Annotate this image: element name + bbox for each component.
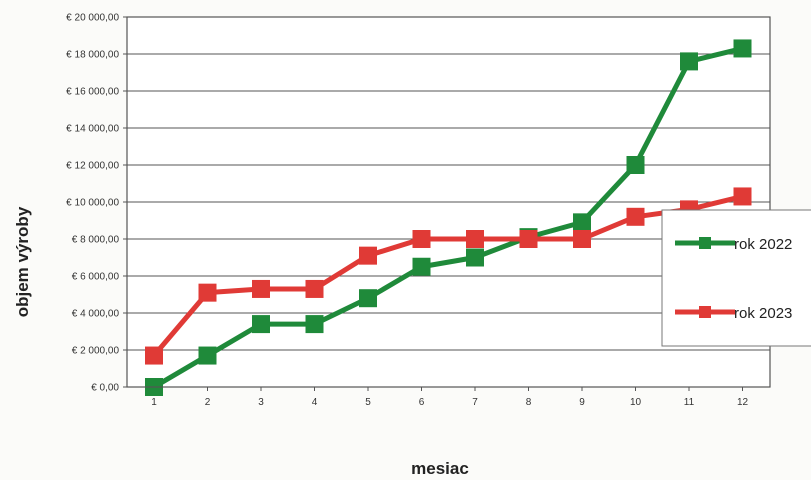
y-axis-ticks: € 0,00 € 2 000,00 € 4 000,00 € 6 000,00 € 8 … bbox=[66, 13, 127, 394]
data-point-0 bbox=[412, 257, 431, 276]
data-point-1 bbox=[198, 283, 217, 302]
y-tick-label: € 10 000,00 bbox=[66, 198, 119, 209]
x-tick-label: 3 bbox=[258, 397, 264, 408]
data-point-1 bbox=[626, 207, 645, 226]
x-tick-label: 4 bbox=[312, 397, 318, 408]
legend: rok 2022 rok 2023 bbox=[661, 209, 811, 347]
data-point-0 bbox=[252, 315, 270, 334]
data-point-1 bbox=[145, 346, 163, 365]
data-point-0 bbox=[680, 52, 698, 71]
data-point-1 bbox=[305, 279, 324, 298]
x-tick-label: 11 bbox=[684, 397, 695, 408]
x-tick-label: 6 bbox=[419, 397, 425, 408]
data-point-0 bbox=[466, 248, 484, 267]
y-tick-label: € 2 000,00 bbox=[72, 346, 120, 357]
y-axis-title: objem výroby bbox=[13, 206, 32, 317]
x-axis-title: mesiac bbox=[411, 459, 469, 478]
y-tick-label: € 20 000,00 bbox=[66, 13, 119, 24]
legend-label-2022: rok 2022 bbox=[734, 236, 792, 253]
x-tick-label: 10 bbox=[630, 397, 642, 408]
y-tick-label: € 0,00 bbox=[91, 383, 119, 394]
x-tick-label: 1 bbox=[151, 397, 157, 408]
y-tick-label: € 8 000,00 bbox=[72, 235, 120, 246]
data-point-1 bbox=[733, 187, 752, 206]
data-point-1 bbox=[252, 279, 270, 298]
data-point-1 bbox=[519, 230, 538, 248]
y-tick-label: € 14 000,00 bbox=[66, 124, 119, 135]
y-tick-label: € 4 000,00 bbox=[72, 309, 120, 320]
legend-box bbox=[661, 209, 811, 347]
x-tick-label: 7 bbox=[472, 397, 478, 408]
y-tick-label: € 18 000,00 bbox=[66, 50, 119, 61]
data-point-1 bbox=[573, 230, 591, 248]
x-tick-label: 8 bbox=[526, 397, 532, 408]
legend-label-2023: rok 2023 bbox=[734, 305, 792, 322]
y-tick-label: € 6 000,00 bbox=[72, 272, 120, 283]
y-tick-label: € 16 000,00 bbox=[66, 87, 119, 98]
y-tick-label: € 12 000,00 bbox=[66, 161, 119, 172]
x-tick-label: 5 bbox=[365, 397, 371, 408]
legend-marker-2022 bbox=[699, 237, 711, 249]
plot-frame bbox=[126, 16, 771, 388]
data-point-1 bbox=[412, 230, 431, 248]
data-point-0 bbox=[359, 289, 377, 308]
x-tick-label: 9 bbox=[579, 397, 585, 408]
x-tick-label: 2 bbox=[205, 397, 211, 408]
legend-marker-2023 bbox=[699, 306, 711, 318]
data-point-0 bbox=[626, 156, 645, 174]
series-group bbox=[145, 39, 752, 396]
data-point-0 bbox=[198, 346, 217, 365]
data-point-0 bbox=[305, 315, 324, 334]
x-axis-ticks: 1 2 3 4 5 6 7 8 9 10 11 12 bbox=[151, 387, 748, 408]
data-point-1 bbox=[359, 246, 377, 265]
data-point-0 bbox=[733, 39, 752, 58]
data-point-1 bbox=[466, 230, 484, 248]
x-tick-label: 12 bbox=[737, 397, 749, 408]
grid-lines bbox=[127, 53, 770, 351]
data-point-0 bbox=[573, 213, 591, 232]
